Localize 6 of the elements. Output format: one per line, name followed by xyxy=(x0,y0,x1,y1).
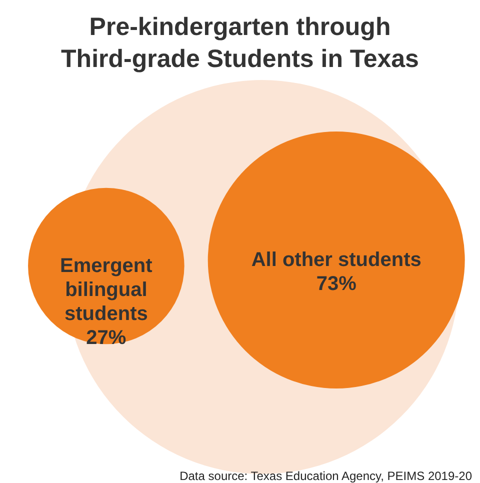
text: Pre-kindergarten through Third-grade Students in Texas xyxy=(61,13,419,73)
category-label: All other students xyxy=(251,249,422,271)
data-label: 27% xyxy=(86,327,126,349)
data-label: 73% xyxy=(316,273,357,295)
category-label: Emergent bilingual students xyxy=(60,255,153,325)
source-note: Data source: Texas Education Agency, PEIMS 2019-20 xyxy=(180,469,472,483)
